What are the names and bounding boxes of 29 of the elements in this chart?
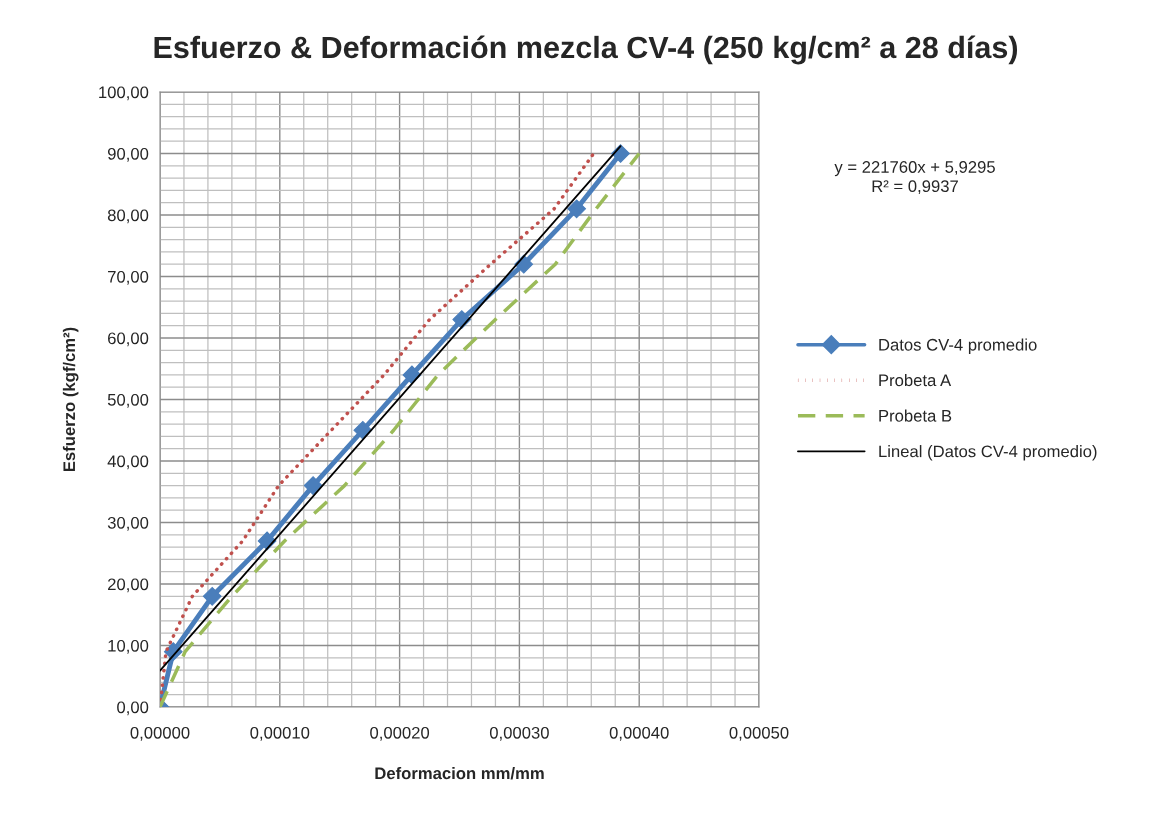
y-tick-label: 100,00 bbox=[99, 86, 149, 101]
legend-label: Lineal (Datos CV-4 promedio) bbox=[879, 445, 1097, 461]
text: y = 221760x + 5,9295 R² = 0,9937 bbox=[834, 161, 995, 195]
y-tick-label: 40,00 bbox=[107, 455, 149, 470]
chart-title: Esfuerzo & Deformación mezcla CV-4 (250 kg/cm² a 28 días) bbox=[154, 35, 1018, 65]
y-tick-label: 60,00 bbox=[108, 332, 149, 347]
x-tick-label: 0,00020 bbox=[370, 726, 430, 741]
y-tick-label: 30,00 bbox=[107, 516, 149, 531]
legend-label: Datos CV-4 promedio bbox=[879, 338, 1037, 354]
y-tick-label: 70,00 bbox=[108, 270, 149, 285]
point bbox=[567, 199, 587, 219]
legend-label: Probeta B bbox=[879, 409, 952, 422]
y-tick-label: 90,00 bbox=[107, 147, 149, 162]
y-tick-label: 10,00 bbox=[108, 639, 149, 654]
point bbox=[202, 586, 222, 606]
point bbox=[353, 420, 373, 440]
x-tick-label: 0,00010 bbox=[250, 726, 310, 741]
y-tick-label: 50,00 bbox=[107, 393, 149, 408]
x-tick-label: 0,00050 bbox=[729, 726, 789, 741]
y-axis-title: Esfuerzo (kgf/cm²) bbox=[62, 327, 79, 472]
x-tick-label: 0,00040 bbox=[609, 726, 669, 741]
legend-label: Probeta A bbox=[879, 373, 952, 387]
x-axis-title: Deformacion mm/mm bbox=[375, 766, 544, 780]
y-tick-label: 80,00 bbox=[107, 209, 149, 224]
y-tick-label: 0,00 bbox=[117, 701, 149, 716]
point bbox=[303, 476, 323, 495]
x-tick-label: 0,00030 bbox=[489, 726, 549, 741]
x-tick-label: 0,00000 bbox=[130, 726, 190, 741]
y-tick-label: 20,00 bbox=[108, 578, 149, 593]
